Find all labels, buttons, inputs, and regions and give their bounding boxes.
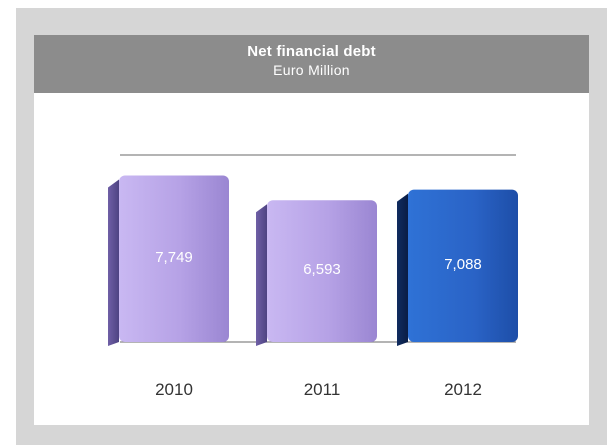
bar-2012: [408, 189, 518, 342]
bar-side-2011: [256, 204, 267, 346]
bar-2010: [119, 175, 229, 342]
x-tick-2010: 2010: [155, 380, 193, 399]
bar-2011: [267, 200, 377, 342]
value-label-2011: 6,593: [303, 261, 341, 278]
x-tick-2011: 2011: [304, 380, 341, 399]
bar-side-2012: [397, 193, 408, 346]
bar-side-2010: [108, 179, 119, 346]
chart-subtitle: Euro Million: [273, 62, 350, 78]
value-label-2010: 7,749: [155, 249, 193, 266]
chart-title: Net financial debt: [247, 43, 376, 60]
chart-header: Net financial debt Euro Million: [34, 35, 589, 93]
value-label-2012: 7,088: [444, 256, 482, 273]
x-tick-2012: 2012: [444, 380, 482, 399]
